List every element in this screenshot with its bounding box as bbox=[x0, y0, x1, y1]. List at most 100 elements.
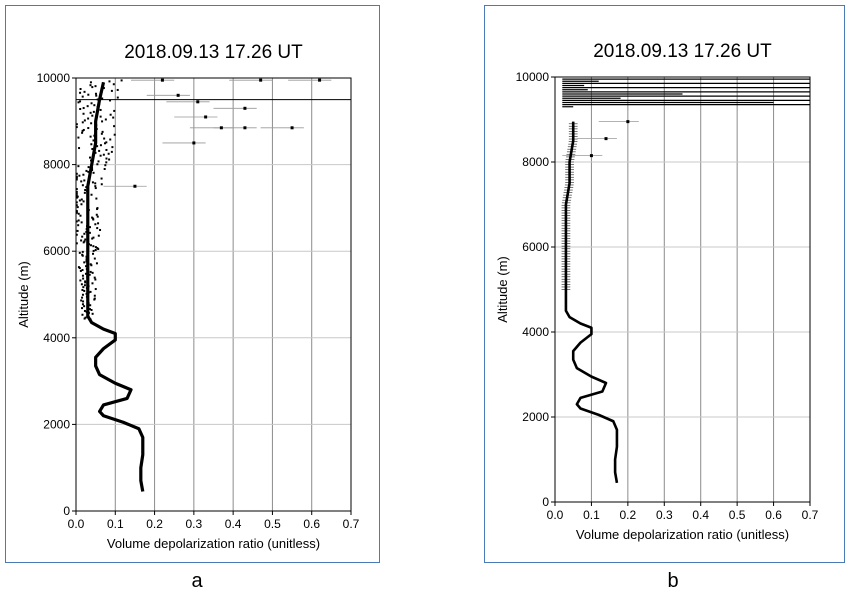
y-tick-label: 0 bbox=[542, 495, 549, 509]
panel-b-frame: 2018.09.13 17.26 UT 0.0 0.1 0.2 0.3 0.4 0.5 0.6… bbox=[484, 5, 845, 563]
outlier-point bbox=[176, 93, 180, 97]
data-point bbox=[89, 244, 92, 247]
y-axis-label: Altitude (m) bbox=[495, 256, 510, 322]
data-point bbox=[91, 148, 94, 151]
data-point bbox=[94, 85, 97, 88]
data-point bbox=[97, 234, 100, 237]
x-tick-label: 0.6 bbox=[765, 508, 782, 522]
outlier-point bbox=[626, 120, 630, 124]
chart-panel-b: 2018.09.13 17.26 UT 0.0 0.1 0.2 0.3 0.4 0.5 0.6… bbox=[495, 41, 819, 542]
plot-frame bbox=[75, 77, 352, 512]
data-point bbox=[101, 130, 104, 133]
data-point bbox=[95, 197, 98, 200]
data-point bbox=[75, 123, 78, 126]
data-point bbox=[81, 253, 84, 256]
data-point bbox=[80, 299, 83, 302]
data-point bbox=[76, 229, 79, 232]
outlier-point bbox=[160, 78, 164, 82]
data-point bbox=[83, 261, 86, 264]
data-point bbox=[88, 308, 91, 311]
data-point bbox=[82, 128, 85, 131]
data-point bbox=[100, 132, 103, 135]
data-point bbox=[79, 91, 82, 94]
y-tick-label: 8000 bbox=[43, 158, 70, 172]
data-point bbox=[77, 101, 80, 104]
data-point bbox=[91, 271, 94, 274]
data-point bbox=[108, 158, 111, 161]
data-point bbox=[81, 303, 84, 306]
data-point bbox=[87, 127, 90, 130]
data-point bbox=[93, 297, 96, 300]
data-point bbox=[79, 100, 82, 103]
data-point bbox=[75, 178, 78, 181]
data-point bbox=[89, 263, 92, 266]
outlier-point bbox=[589, 154, 593, 158]
data-point bbox=[109, 99, 112, 102]
data-point bbox=[120, 79, 123, 82]
data-point bbox=[101, 120, 104, 123]
data-point bbox=[80, 221, 83, 224]
data-point bbox=[80, 203, 83, 206]
data-point bbox=[93, 276, 96, 279]
x-tick-label: 0.2 bbox=[146, 517, 163, 531]
data-point bbox=[94, 288, 97, 291]
data-point bbox=[77, 266, 80, 269]
data-point bbox=[113, 125, 116, 128]
data-point bbox=[75, 209, 78, 212]
data-point bbox=[95, 213, 98, 216]
data-point bbox=[105, 161, 108, 164]
data-point bbox=[89, 304, 92, 307]
data-point bbox=[83, 179, 86, 182]
data-point bbox=[82, 112, 85, 115]
x-tick-label: 0.3 bbox=[186, 517, 203, 531]
data-point bbox=[91, 86, 94, 89]
outlier-point bbox=[604, 137, 608, 141]
data-point bbox=[90, 193, 93, 196]
data-point bbox=[87, 117, 90, 120]
data-point bbox=[94, 185, 97, 188]
y-tick-label: 0 bbox=[63, 504, 70, 518]
data-point bbox=[81, 121, 84, 124]
data-point bbox=[81, 268, 84, 271]
data-point bbox=[86, 105, 89, 108]
outlier-point bbox=[219, 126, 223, 130]
data-point bbox=[89, 111, 92, 114]
x-tick-label: 0.3 bbox=[656, 508, 673, 522]
data-point bbox=[96, 247, 99, 250]
data-point bbox=[99, 154, 102, 157]
outlier-point bbox=[290, 126, 294, 130]
chart-title: 2018.09.13 17.26 UT bbox=[593, 41, 772, 62]
data-point bbox=[82, 200, 85, 203]
data-point bbox=[78, 147, 81, 150]
data-point bbox=[75, 194, 78, 197]
panel-a-frame: 2018.09.13 17.26 UT 0.0 0.1 0.2 0.3 0.4 0.5 0.6… bbox=[5, 5, 380, 563]
data-point bbox=[96, 215, 99, 218]
data-point bbox=[81, 274, 84, 277]
x-tick-label: 0.1 bbox=[583, 508, 600, 522]
data-point bbox=[75, 190, 78, 193]
data-point bbox=[75, 126, 78, 129]
data-point bbox=[90, 102, 93, 105]
data-point bbox=[102, 153, 105, 156]
x-tick-label: 0.7 bbox=[802, 508, 819, 522]
data-point bbox=[96, 227, 99, 230]
y-tick-label: 10000 bbox=[516, 70, 550, 84]
data-point bbox=[89, 270, 92, 273]
data-point bbox=[91, 216, 94, 219]
data-point bbox=[82, 286, 85, 289]
x-tick-label: 0.4 bbox=[692, 508, 709, 522]
data-point bbox=[77, 224, 80, 227]
panel-b-label: b bbox=[667, 570, 679, 592]
data-point bbox=[82, 277, 85, 280]
data-point bbox=[94, 151, 97, 154]
data-point bbox=[107, 152, 110, 155]
chart-title: 2018.09.13 17.26 UT bbox=[124, 42, 303, 63]
data-point bbox=[88, 156, 91, 159]
data-point bbox=[94, 246, 97, 249]
data-point bbox=[105, 157, 108, 160]
y-tick-label: 10000 bbox=[37, 71, 71, 85]
data-point bbox=[84, 188, 87, 191]
data-point bbox=[91, 312, 94, 315]
data-point bbox=[89, 81, 92, 84]
data-point bbox=[96, 98, 99, 101]
